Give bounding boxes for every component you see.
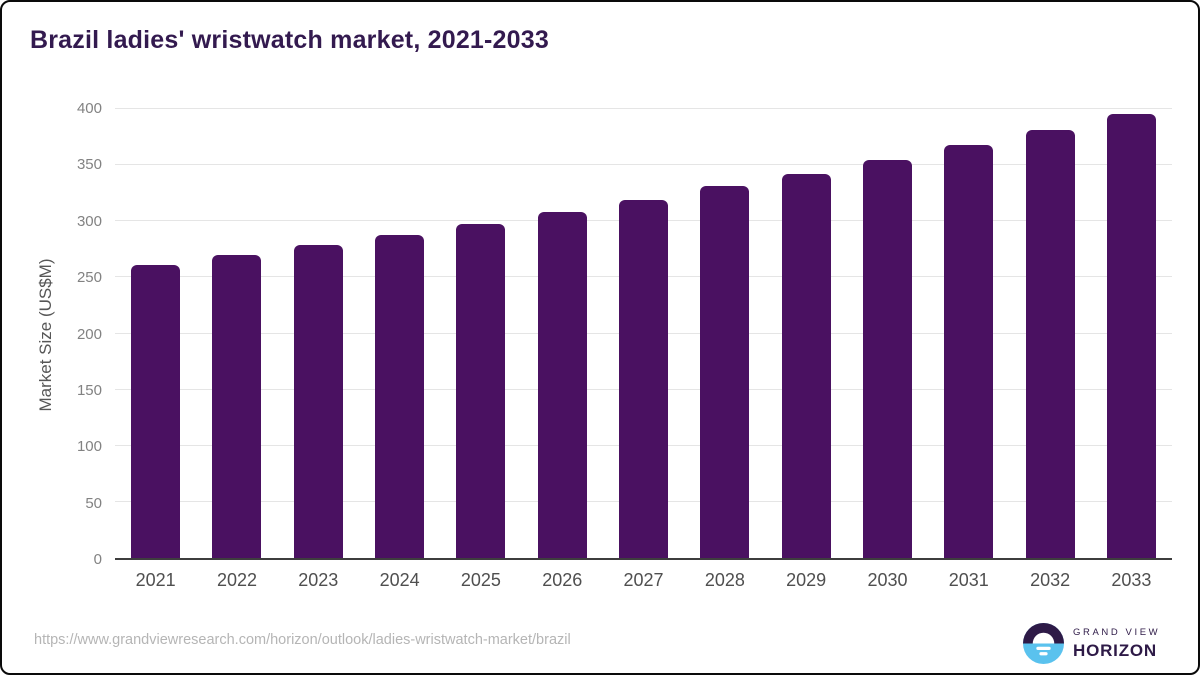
bar-slot (440, 109, 521, 558)
bar-slot (847, 109, 928, 558)
bar-slot (196, 109, 277, 558)
bar-slot (766, 109, 847, 558)
bar-2026[interactable] (537, 212, 587, 558)
bar-2023[interactable] (293, 244, 343, 558)
y-tick-label: 300 (76, 212, 102, 230)
x-tick-label: 2027 (623, 570, 664, 590)
bar-slot (928, 109, 1009, 558)
x-tick-label: 2021 (135, 570, 176, 590)
bar-2030[interactable] (862, 159, 912, 558)
sunset-horizon-icon (1023, 623, 1064, 664)
logo-grand-view-label: GRAND VIEW (1073, 626, 1161, 638)
x-tick-label: 2026 (542, 570, 583, 590)
bar-2022[interactable] (212, 254, 262, 558)
bar-slot (684, 109, 765, 558)
x-tick-label: 2025 (460, 570, 501, 590)
bar-2031[interactable] (944, 144, 994, 558)
x-tick-label: 2032 (1030, 570, 1071, 590)
plot-area (115, 108, 1172, 560)
chart-title: Brazil ladies' wristwatch market, 2021-2… (30, 26, 549, 54)
x-tick-label: 2022 (216, 570, 257, 590)
x-tick-label: 2031 (948, 570, 989, 590)
bar-slot (278, 109, 359, 558)
bar-2024[interactable] (375, 234, 425, 558)
x-tick-label: 2030 (867, 570, 908, 590)
bar-2029[interactable] (781, 174, 831, 558)
bars-container (115, 109, 1172, 558)
y-tick-label: 400 (76, 100, 102, 117)
x-axis-tick-labels: 2021 2022 2023 2024 2025 2026 2027 2028 2029 2030… (115, 570, 1172, 591)
bar-2027[interactable] (619, 199, 669, 558)
bar-slot (522, 109, 603, 558)
bar-2032[interactable] (1025, 130, 1075, 558)
logo-text: GRAND VIEW HORIZON (1073, 627, 1160, 661)
grand-view-horizon-logo[interactable]: GRAND VIEW HORIZON (1023, 623, 1160, 664)
x-tick-label: 2028 (704, 570, 745, 590)
bar-2025[interactable] (456, 223, 506, 558)
bar-slot (603, 109, 684, 558)
logo-horizon-label: HORIZON (1073, 640, 1157, 660)
bar-2033[interactable] (1106, 113, 1156, 558)
bar-slot (359, 109, 440, 558)
x-tick-label: 2023 (298, 570, 339, 590)
y-axis-tick-labels: 0 50 100 150 200 250 300 350 400 (2, 101, 102, 567)
bar-slot (115, 109, 196, 558)
x-tick-label: 2029 (786, 570, 827, 590)
x-tick-label: 2033 (1111, 570, 1152, 590)
y-tick-label: 100 (76, 438, 102, 456)
y-tick-label: 50 (85, 494, 102, 512)
source-url: https://www.grandviewresearch.com/horizo… (34, 632, 571, 648)
y-tick-label: 200 (76, 325, 102, 343)
bar-slot (1009, 109, 1090, 558)
y-tick-label: 150 (76, 381, 102, 399)
bar-2028[interactable] (700, 186, 750, 558)
bar-2021[interactable] (131, 265, 181, 558)
gridline (115, 164, 1172, 166)
bar-slot (1091, 109, 1172, 558)
y-tick-label: 350 (76, 156, 102, 174)
y-tick-label: 0 (93, 551, 102, 568)
y-tick-label: 250 (76, 269, 102, 287)
x-tick-label: 2024 (379, 570, 420, 590)
gridline (115, 108, 1172, 109)
